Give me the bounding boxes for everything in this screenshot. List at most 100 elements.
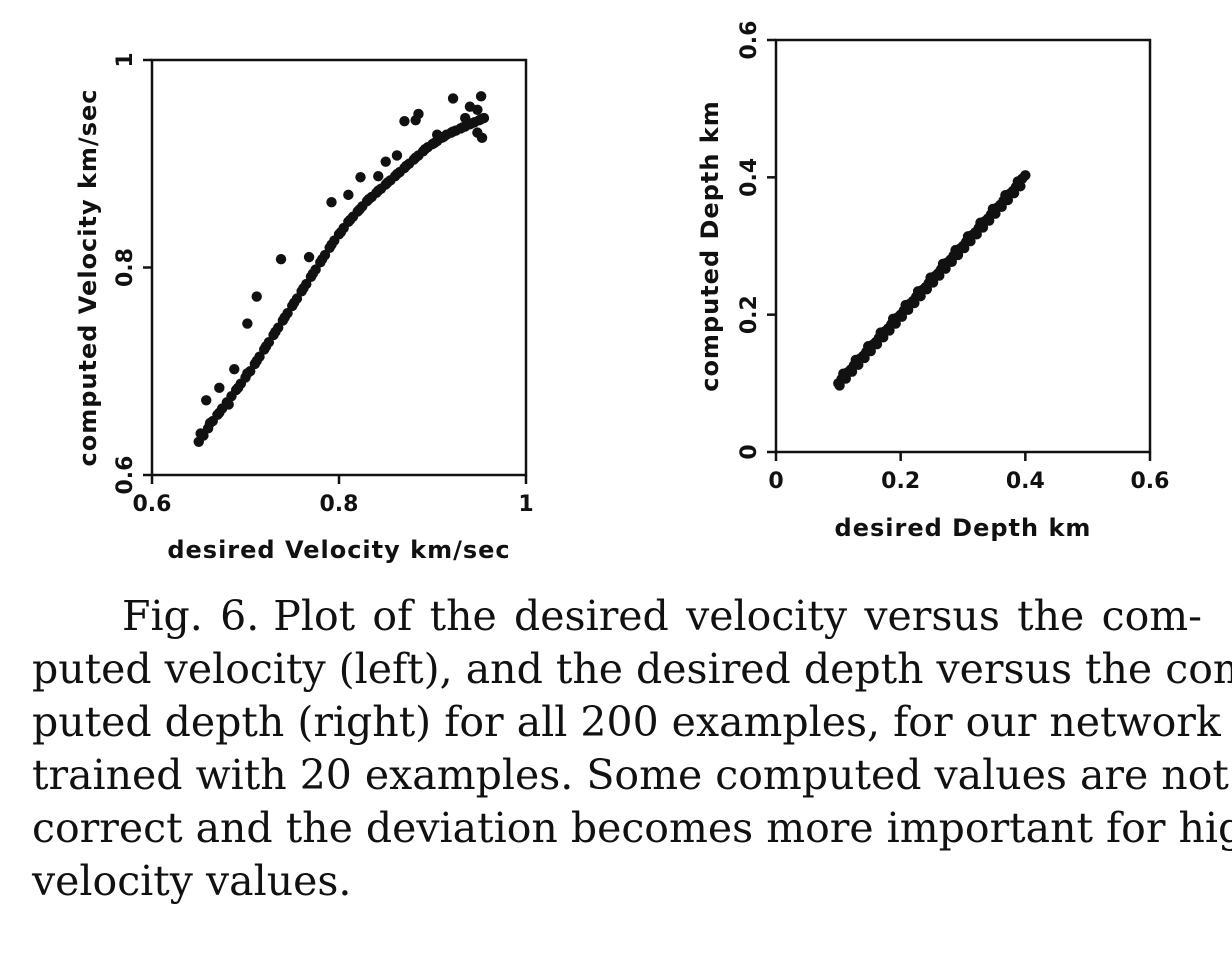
data-point — [909, 297, 920, 309]
data-point — [373, 185, 384, 196]
figure: 0.6 0.8 1 0.6 0.8 1 desired Velocity km/sec com… — [74, 21, 1169, 564]
data-point — [223, 399, 234, 410]
data-point — [959, 242, 970, 254]
data-point — [431, 129, 443, 140]
chart-right: 0 0.2 0.4 0.6 0 0.2 0.4 0.6 desired Depth km comp… — [696, 21, 1169, 542]
data-point — [838, 368, 849, 379]
data-point — [288, 297, 300, 308]
data-point — [195, 428, 206, 439]
data-point — [251, 355, 262, 367]
data-point — [900, 299, 911, 311]
data-point — [380, 156, 391, 167]
y-tick-label: 0.4 — [737, 158, 762, 197]
data-point — [204, 417, 216, 429]
data-point — [391, 168, 403, 180]
x-tick-label: 0.8 — [320, 492, 359, 517]
figure-caption: Fig. 6. Plot of the desired velocity vers… — [32, 590, 1232, 908]
x-axis-label: desired Depth km — [835, 514, 1092, 542]
data-point — [242, 318, 253, 329]
data-point — [373, 171, 384, 182]
data-point — [934, 270, 945, 281]
data-point — [475, 91, 487, 102]
chart-left: 0.6 0.8 1 0.6 0.8 1 desired Velocity km/sec com… — [74, 52, 534, 564]
data-point — [201, 395, 212, 406]
x-tick-label: 0.6 — [1131, 469, 1170, 494]
data-point — [410, 114, 421, 126]
caption-line: velocity values. — [32, 857, 352, 905]
data-point — [884, 325, 895, 336]
data-point — [279, 312, 290, 323]
data-point — [410, 152, 421, 163]
data-point — [355, 172, 366, 183]
y-tick-label: 1 — [113, 52, 138, 67]
data-point — [275, 254, 287, 265]
caption-line: Fig. 6. Plot of the desired velocity vers… — [32, 590, 1202, 643]
data-point — [846, 366, 858, 377]
data-point — [270, 326, 281, 338]
x-tick-label: 1 — [518, 492, 533, 517]
data-point — [326, 239, 337, 250]
caption-line-text: Plot of the desired velocity versus the … — [273, 592, 1202, 640]
data-point — [983, 215, 995, 226]
caption-line: trained with 20 examples. Some computed … — [32, 751, 1229, 799]
x-tick-label: 0.2 — [881, 469, 920, 494]
data-point — [859, 352, 870, 364]
data-point — [1000, 189, 1011, 201]
data-point — [343, 189, 354, 201]
data-point — [476, 132, 488, 144]
data-point — [260, 341, 272, 352]
data-point — [472, 104, 483, 116]
caption-line: puted depth (right) for all 200 examples… — [32, 698, 1221, 746]
data-point — [214, 382, 225, 394]
caption-line: correct and the deviation becomes more i… — [32, 804, 1232, 852]
data-point — [303, 251, 315, 263]
data-point — [871, 338, 883, 350]
data-point — [242, 368, 253, 379]
data-point — [447, 93, 459, 104]
data-point — [962, 231, 974, 242]
data-point — [925, 272, 936, 283]
data-point — [971, 229, 982, 240]
data-point — [946, 256, 957, 267]
data-point — [475, 113, 487, 125]
data-point — [419, 144, 431, 155]
data-point — [232, 382, 244, 394]
data-point — [834, 380, 845, 391]
data-point — [921, 284, 933, 295]
data-point — [401, 160, 412, 172]
y-axis-label: computed Velocity km/sec — [74, 89, 102, 467]
figure-svg: 0.6 0.8 1 0.6 0.8 1 desired Velocity km/sec com… — [74, 21, 1169, 564]
x-tick-label: 0.6 — [133, 492, 172, 517]
data-point — [326, 196, 337, 208]
caption-figure-label: Fig. 6. — [122, 592, 260, 640]
data-point — [1012, 176, 1024, 187]
data-point — [875, 327, 886, 338]
x-tick-label: 0 — [768, 469, 783, 494]
data-point — [214, 407, 225, 418]
y-tick-label: 0.6 — [113, 456, 138, 495]
data-point — [335, 227, 347, 238]
data-point — [1020, 170, 1031, 181]
data-point — [937, 258, 949, 270]
data-point — [399, 116, 410, 127]
y-tick-label: 0.2 — [737, 295, 762, 334]
data-point — [1008, 187, 1020, 199]
data-point — [382, 177, 393, 188]
y-axis-label: computed Depth km — [696, 100, 724, 392]
data-point — [950, 244, 961, 256]
data-point — [229, 363, 240, 375]
data-point — [896, 311, 908, 322]
series-points — [193, 91, 490, 447]
data-point — [987, 203, 999, 215]
data-point — [850, 354, 861, 366]
data-point — [298, 283, 309, 294]
data-point — [912, 286, 924, 297]
x-axis-label: desired Velocity km/sec — [167, 536, 510, 564]
y-tick-label: 0.8 — [113, 248, 138, 287]
data-point — [887, 313, 899, 324]
series-points — [833, 170, 1031, 391]
data-point — [307, 268, 319, 279]
data-point — [975, 217, 986, 228]
data-point — [345, 214, 356, 225]
data-point — [251, 291, 262, 302]
